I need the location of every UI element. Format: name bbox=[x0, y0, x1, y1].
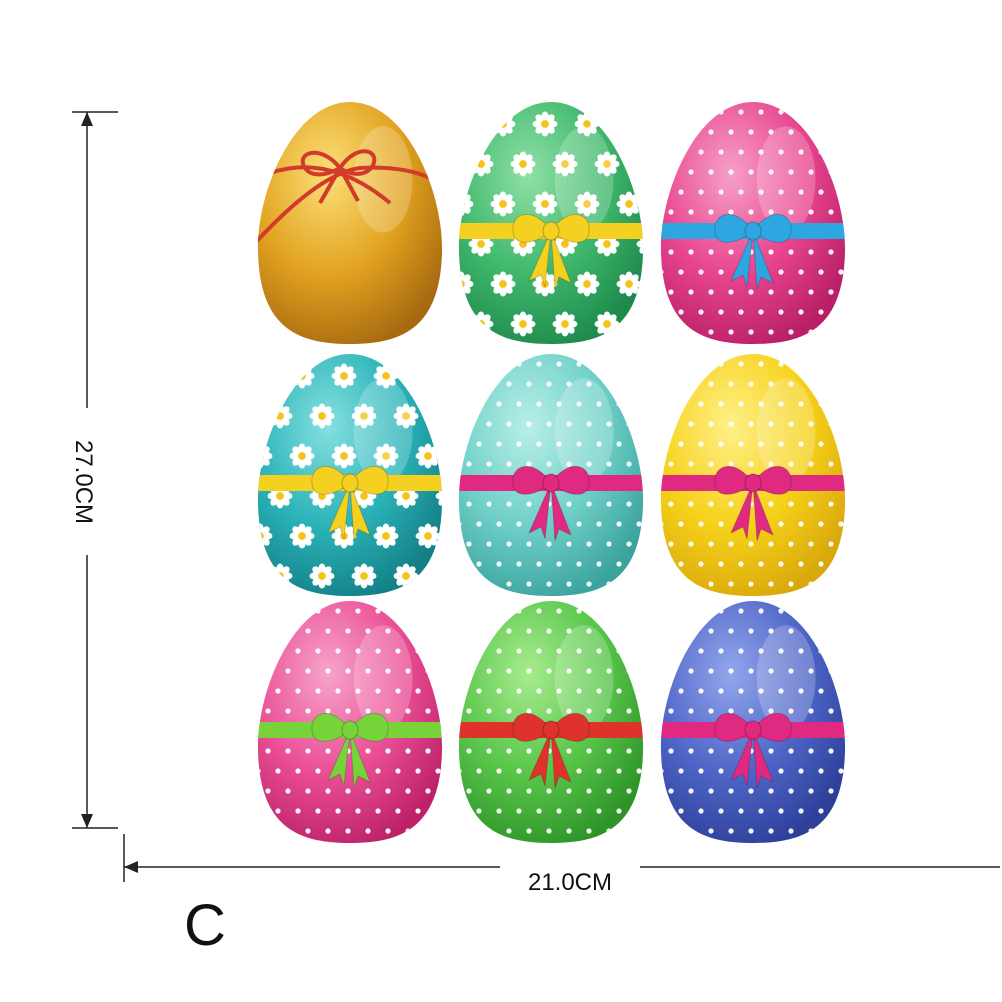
height-arrow-down bbox=[81, 814, 93, 828]
daisy-flower bbox=[331, 443, 357, 469]
daisy-flower bbox=[574, 111, 600, 137]
ribbon-bow bbox=[311, 465, 389, 542]
width-label: 21.0CM bbox=[528, 869, 612, 896]
width-dimension: 21.0CM bbox=[123, 834, 1000, 896]
daisy-flower bbox=[468, 151, 494, 177]
easter-egg-mint-dots bbox=[458, 354, 644, 596]
easter-egg-green-daisy bbox=[458, 102, 644, 344]
daisy-flower bbox=[490, 191, 516, 217]
daisy-flower bbox=[257, 523, 273, 549]
egg-highlight bbox=[353, 126, 413, 233]
egg-highlight bbox=[756, 625, 816, 732]
daisy-flower bbox=[594, 151, 620, 177]
easter-egg-pink-dots-blue bbox=[660, 102, 846, 344]
variant-label: C bbox=[184, 893, 226, 958]
ribbon-bow bbox=[311, 712, 389, 789]
easter-egg-yellow-dots bbox=[660, 354, 846, 596]
daisy-flower bbox=[435, 406, 443, 426]
daisy-flower bbox=[331, 363, 357, 389]
daisy-flower bbox=[616, 191, 642, 217]
egg-highlight bbox=[554, 126, 614, 233]
daisy-flower bbox=[351, 563, 377, 589]
daisy-flower bbox=[510, 311, 536, 337]
daisy-flower bbox=[636, 154, 644, 174]
daisy-flower bbox=[636, 314, 644, 334]
egg-shell bbox=[257, 102, 443, 344]
easter-egg-blue-dots bbox=[660, 601, 846, 843]
easter-egg-pink-dots-green bbox=[257, 601, 443, 843]
daisy-flower bbox=[393, 403, 419, 429]
egg-highlight bbox=[554, 378, 614, 485]
easter-egg-gold bbox=[257, 102, 443, 344]
egg-highlight bbox=[756, 378, 816, 485]
ribbon-bow bbox=[714, 712, 792, 789]
ribbon-bow bbox=[714, 213, 792, 290]
daisy-flower bbox=[616, 271, 642, 297]
ribbon-bow bbox=[714, 465, 792, 542]
width-arrow-left bbox=[124, 861, 138, 873]
daisy-flower bbox=[289, 363, 315, 389]
daisy-flower bbox=[435, 566, 443, 586]
daisy-flower bbox=[415, 443, 441, 469]
egg-highlight bbox=[353, 625, 413, 732]
daisy-flower bbox=[267, 403, 293, 429]
daisy-flower bbox=[373, 443, 399, 469]
daisy-flower bbox=[373, 523, 399, 549]
daisy-flower bbox=[532, 191, 558, 217]
egg-highlight bbox=[756, 126, 816, 233]
daisy-flower bbox=[574, 271, 600, 297]
daisy-flower bbox=[393, 563, 419, 589]
daisy-flower bbox=[289, 443, 315, 469]
height-dimension: 27.0CM bbox=[70, 111, 118, 829]
daisy-flower bbox=[490, 271, 516, 297]
easter-egg-teal-daisy bbox=[257, 354, 443, 596]
daisy-flower bbox=[594, 311, 620, 337]
easter-egg-green-dots bbox=[458, 601, 644, 843]
daisy-flower bbox=[415, 363, 441, 389]
eggs-grid bbox=[257, 102, 846, 843]
daisy-flower bbox=[552, 311, 578, 337]
egg-highlight bbox=[353, 378, 413, 485]
daisy-flower bbox=[532, 111, 558, 137]
egg-highlight bbox=[554, 625, 614, 732]
height-label: 27.0CM bbox=[70, 440, 97, 524]
daisy-flower bbox=[351, 403, 377, 429]
ribbon-bow bbox=[512, 465, 590, 542]
daisy-flower bbox=[458, 191, 474, 217]
daisy-flower bbox=[267, 483, 293, 509]
daisy-flower bbox=[468, 311, 494, 337]
daisy-flower bbox=[574, 191, 600, 217]
daisy-flower bbox=[309, 403, 335, 429]
daisy-flower bbox=[415, 523, 441, 549]
daisy-flower bbox=[458, 111, 474, 137]
daisy-flower bbox=[289, 523, 315, 549]
daisy-flower bbox=[309, 563, 335, 589]
daisy-flower bbox=[616, 111, 642, 137]
daisy-flower bbox=[458, 271, 474, 297]
daisy-flower bbox=[510, 151, 536, 177]
daisy-flower bbox=[490, 111, 516, 137]
height-arrow-up bbox=[81, 112, 93, 126]
daisy-flower bbox=[267, 563, 293, 589]
gold-egg-bow bbox=[300, 149, 377, 204]
ribbon-bow bbox=[512, 712, 590, 789]
daisy-flower bbox=[257, 443, 273, 469]
daisy-flower bbox=[257, 363, 273, 389]
daisy-flower bbox=[552, 151, 578, 177]
ribbon-bow bbox=[512, 213, 590, 290]
